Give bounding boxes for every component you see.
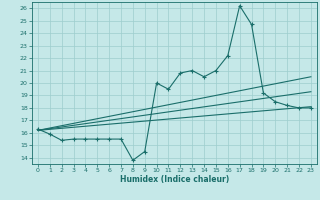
X-axis label: Humidex (Indice chaleur): Humidex (Indice chaleur)	[120, 175, 229, 184]
